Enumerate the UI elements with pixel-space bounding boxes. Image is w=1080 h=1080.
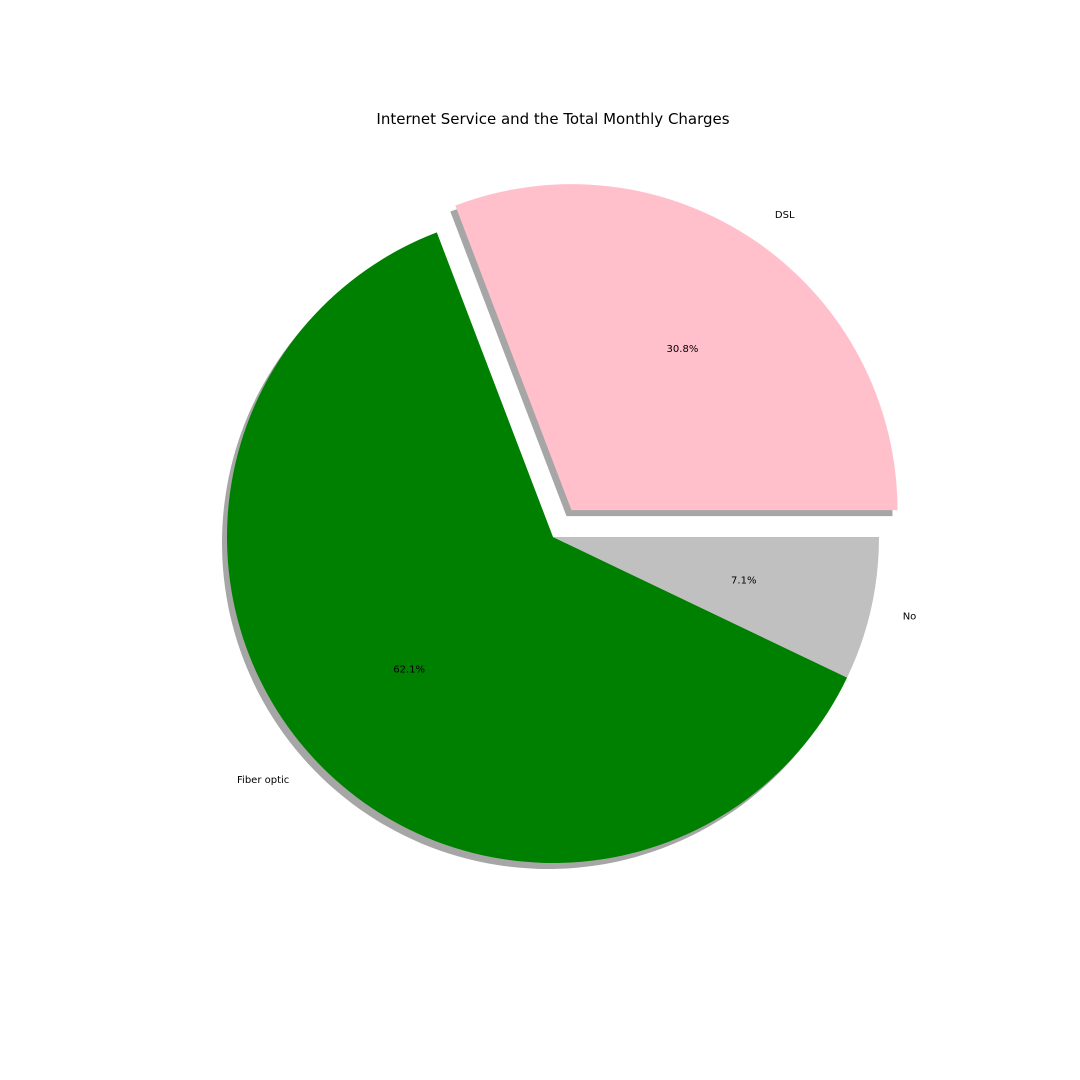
pie-label-layer: DSL 30.8% Fiber optic 62.1% No 7.1% xyxy=(237,210,916,786)
slice-percent-no: 7.1% xyxy=(731,575,756,586)
slice-label-fiber-optic: Fiber optic xyxy=(237,775,289,786)
slice-label-dsl: DSL xyxy=(775,210,795,221)
slice-percent-fiber-optic: 62.1% xyxy=(393,665,425,676)
slice-label-no: No xyxy=(903,611,917,622)
chart-title: Internet Service and the Total Monthly C… xyxy=(376,110,729,128)
slice-percent-dsl: 30.8% xyxy=(667,344,699,355)
pie-slice-layer xyxy=(226,184,898,864)
pie-slice-no xyxy=(553,537,879,678)
pie-slice-fiber-optic xyxy=(226,232,848,864)
pie-slice-dsl xyxy=(455,184,898,511)
